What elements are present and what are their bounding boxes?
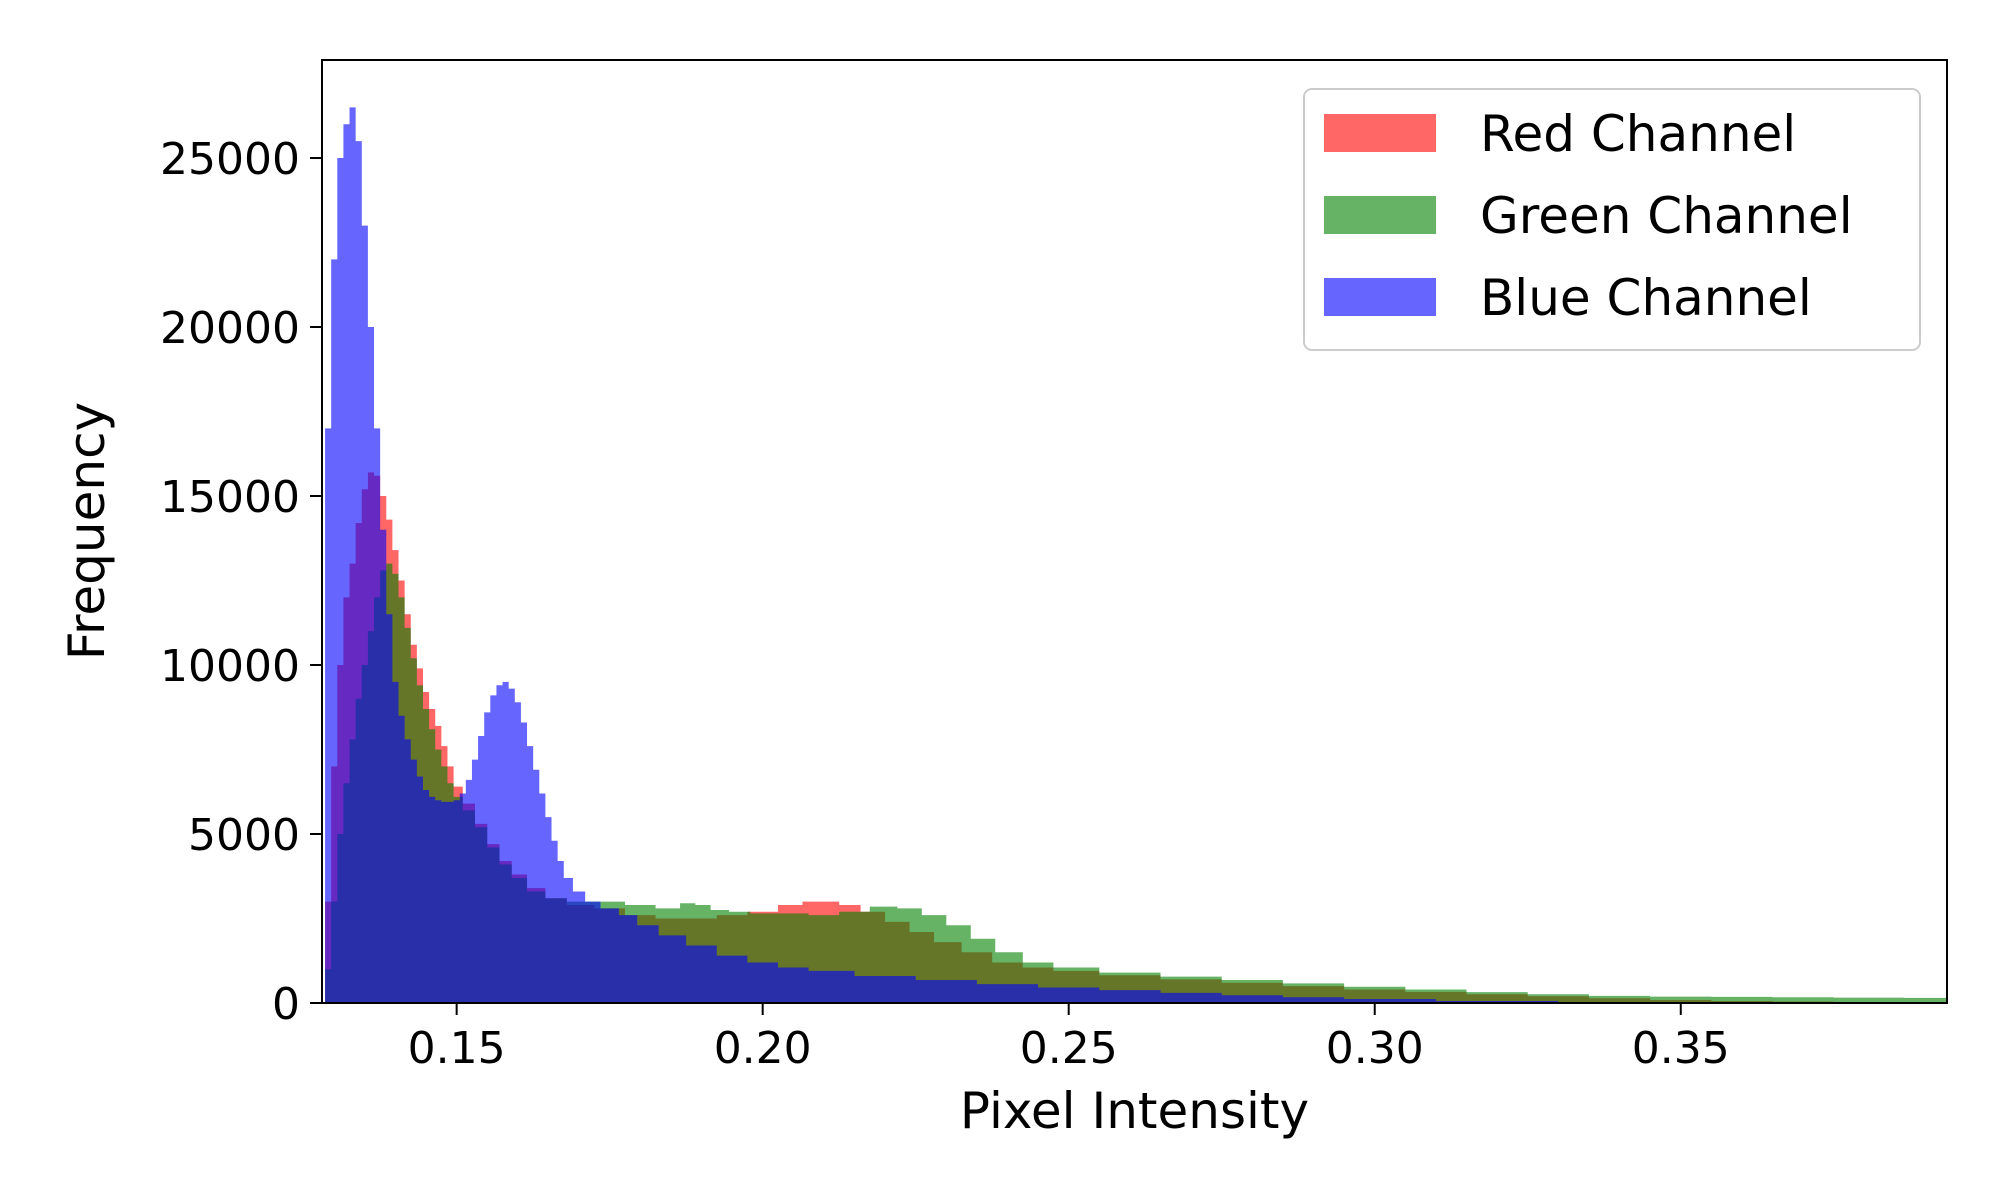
legend-swatch <box>1324 196 1436 234</box>
plot-area <box>321 59 1948 1004</box>
y-tick-label: 20000 <box>160 303 300 354</box>
legend: Red Channel Green Channel Blue Channel <box>1303 88 1921 351</box>
legend-label: Blue Channel <box>1480 269 1812 327</box>
x-axis-ticks: 0.15 0.20 0.25 0.30 0.35 <box>408 1003 1730 1074</box>
series-layer <box>322 107 1947 1004</box>
legend-swatch <box>1324 278 1436 316</box>
y-tick-label: 10000 <box>160 641 300 692</box>
legend-swatch <box>1324 114 1436 152</box>
y-axis-label: Frequency <box>58 402 116 660</box>
legend-label: Green Channel <box>1480 187 1853 245</box>
x-tick-label: 0.30 <box>1326 1023 1424 1074</box>
y-tick-label: 25000 <box>160 134 300 185</box>
x-tick-label: 0.20 <box>714 1023 812 1074</box>
x-tick-label: 0.25 <box>1020 1023 1118 1074</box>
y-axis-ticks: 0 5000 10000 15000 20000 25000 <box>160 134 322 1030</box>
y-tick-label: 15000 <box>160 472 300 523</box>
histogram-series-3 <box>322 107 1947 1003</box>
legend-label: Red Channel <box>1480 105 1796 163</box>
x-tick-label: 0.15 <box>408 1023 506 1074</box>
x-tick-label: 0.35 <box>1632 1023 1730 1074</box>
axes-frame <box>321 59 1948 1004</box>
y-tick-label: 0 <box>272 979 300 1030</box>
y-tick-label: 5000 <box>188 810 300 861</box>
legend-box <box>1303 88 1921 351</box>
x-axis-label: Pixel Intensity <box>960 1082 1309 1140</box>
